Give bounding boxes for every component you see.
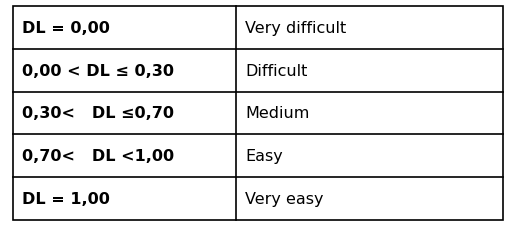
Text: Easy: Easy bbox=[245, 149, 283, 164]
Text: Difficult: Difficult bbox=[245, 63, 308, 78]
Text: 0,00 < DL ≤ 0,30: 0,00 < DL ≤ 0,30 bbox=[22, 63, 174, 78]
Text: 0,30<   DL ≤0,70: 0,30< DL ≤0,70 bbox=[22, 106, 174, 121]
Text: Very difficult: Very difficult bbox=[245, 21, 346, 36]
Text: Very easy: Very easy bbox=[245, 191, 324, 206]
Text: DL = 0,00: DL = 0,00 bbox=[22, 21, 110, 36]
Text: 0,70<   DL <1,00: 0,70< DL <1,00 bbox=[22, 149, 174, 164]
Text: Medium: Medium bbox=[245, 106, 310, 121]
Text: DL = 1,00: DL = 1,00 bbox=[22, 191, 110, 206]
